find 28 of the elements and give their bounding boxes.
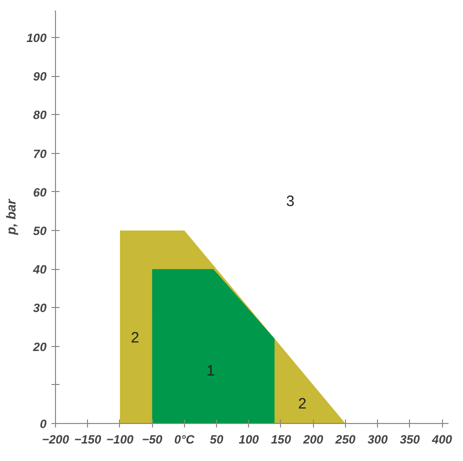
y-tick-label: 20 <box>32 340 47 354</box>
x-tick-label: 400 <box>431 432 452 446</box>
annotation: 2 <box>130 329 140 346</box>
x-tick-label: 150 <box>270 432 292 446</box>
y-tick-label: 70 <box>33 146 47 161</box>
x-tick-label: −150 <box>74 432 102 446</box>
y-axis-title: p, bar <box>3 198 18 236</box>
y-tick-label: 100 <box>26 31 47 46</box>
x-tick-label: −100 <box>106 432 134 446</box>
x-tick-label: 50 <box>210 432 224 446</box>
x-tick-label: 250 <box>334 432 356 446</box>
y-tick-label: 50 <box>33 224 47 238</box>
annotation: 1 <box>206 362 215 380</box>
x-tick-label: −50 <box>142 432 163 446</box>
x-tick-label: 350 <box>400 432 420 446</box>
y-tick-label: 80 <box>33 108 47 122</box>
x-tick-label: 200 <box>302 432 324 446</box>
y-tick-label: 90 <box>33 70 47 84</box>
x-tick-label: 0°C <box>174 432 195 446</box>
x-tick-label: 300 <box>368 432 388 446</box>
x-tick-label: 100 <box>238 432 260 446</box>
y-tick-label: 40 <box>32 262 47 277</box>
y-tick-label: 30 <box>33 301 47 316</box>
y-tick-label: 60 <box>33 185 47 200</box>
annotation: 3 <box>286 192 294 210</box>
annotation: 2 <box>298 395 306 412</box>
y-tick-label: 0 <box>40 417 47 431</box>
x-tick-label: −200 <box>42 432 70 446</box>
